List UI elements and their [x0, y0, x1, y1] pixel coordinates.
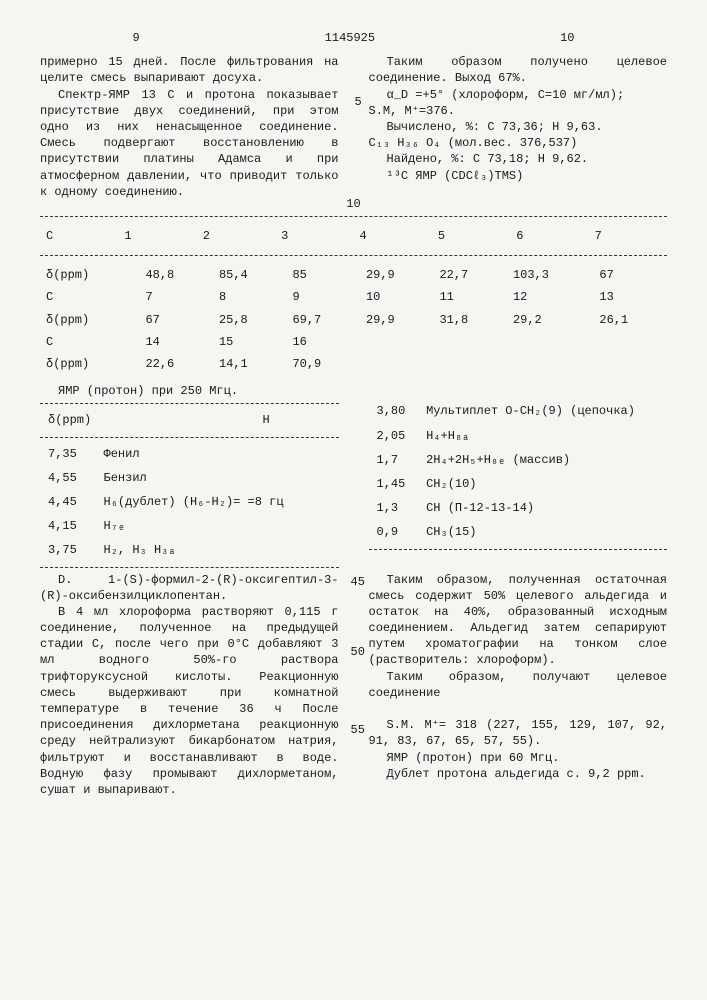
para-d5: Дублет протона альдегида с. 9,2 ppm. [369, 766, 668, 782]
margin-num-50: 50 [351, 644, 365, 660]
bottom-text-block: D. 1-(S)-формил-2-(R)-оксигептил-3-(R)-о… [40, 572, 667, 799]
table-row: 4,15H₇ₑ [40, 514, 339, 538]
doc-number: 1145925 [325, 30, 375, 46]
para-left-2: Спектр-ЯМР 13 С и протона показывает при… [40, 87, 339, 200]
table-row: 1,45CH₂(10) [369, 472, 668, 496]
table-row: 3,80Мультиплет O-CH₂(9) (цепочка) [369, 399, 668, 423]
c13-table: C 1 2 3 4 5 6 7 [40, 225, 667, 247]
left-column: примерно 15 дней. После фильтрования на … [40, 54, 339, 200]
nmr-left-table: 7,35Фенил 4,55Бензил 4,45H₆(дублет) (H₆-… [40, 442, 339, 563]
table-row: 7,35Фенил [40, 442, 339, 466]
table-row: 1,72H₄+2H₅+H₈ₑ (массив) [369, 448, 668, 472]
table-row: 0,9CH₃(15) [369, 520, 668, 544]
page-num-left: 9 [132, 30, 139, 46]
section-d-title: D. 1-(S)-формил-2-(R)-оксигептил-3-(R)-о… [40, 572, 339, 604]
right-column: 5 Таким образом получено целевое соедине… [369, 54, 668, 200]
nmr-right-table: 3,80Мультиплет O-CH₂(9) (цепочка) 2,05H₄… [369, 399, 668, 544]
para-right-4: Вычислено, %: C 73,36; H 9,63. [369, 119, 668, 135]
divider [40, 567, 339, 568]
margin-num-45: 45 [351, 574, 365, 590]
table-row: δ(ppm) 67 25,8 69,7 29,9 31,8 29,2 26,1 [40, 309, 667, 331]
right-column: 45 50 55 Таким образом, полученная остат… [369, 572, 668, 799]
para-right-2: α_D =+5° (хлороформ, C=10 мг/мл); [369, 87, 668, 103]
para-right-1: Таким образом получено целевое соединени… [369, 54, 668, 86]
divider [40, 216, 667, 217]
nmr-block: δ(ppm) H 7,35Фенил 4,55Бензил 4,45H₆(дуб… [40, 399, 667, 571]
table-row: 4,55Бензил [40, 466, 339, 490]
c13-table: δ(ppm) 48,8 85,4 85 29,9 22,7 103,3 67 C… [40, 264, 667, 375]
divider [40, 437, 339, 438]
para-right-6: Найдено, %: C 73,18; H 9,62. [369, 151, 668, 167]
nmr-left-table: δ(ppm) H [40, 408, 339, 432]
table-row: δ(ppm) 48,8 85,4 85 29,9 22,7 103,3 67 [40, 264, 667, 286]
table-row: 1,3CH (П-12-13-14) [369, 496, 668, 520]
margin-num-55: 55 [351, 722, 365, 738]
left-column: D. 1-(S)-формил-2-(R)-оксигептил-3-(R)-о… [40, 572, 339, 799]
para-d1: В 4 мл хлороформа растворяют 0,115 г сое… [40, 604, 339, 798]
divider [40, 255, 667, 256]
para-right-5: C₁₃ H₃₆ O₄ (мол.вес. 376,537) [369, 135, 668, 151]
table-row: C 7 8 9 10 11 12 13 [40, 286, 667, 308]
table-row: δ(ppm) H [40, 408, 339, 432]
para-right-7: ¹³C ЯМР (CDCℓ₃)TMS) [369, 168, 668, 184]
table-row: 2,05H₄+H₈ₐ [369, 424, 668, 448]
page-num-right: 10 [560, 30, 574, 46]
table-row: C 14 15 16 [40, 331, 667, 353]
para-right-3: S.M, M⁺=376. [369, 103, 668, 119]
para-d3: S.M. M⁺= 318 (227, 155, 129, 107, 92, 91… [369, 717, 668, 749]
para-d4: ЯМР (протон) при 60 Мгц. [369, 750, 668, 766]
para-d2b: Таким образом, получают целевое соединен… [369, 669, 668, 701]
nmr-caption: ЯМР (протон) при 250 Мгц. [40, 383, 667, 399]
para-left-1: примерно 15 дней. После фильтрования на … [40, 54, 339, 86]
page-header: 9 1145925 10 [40, 30, 667, 46]
table-row: 3,75H₂, H₃ H₃ₐ [40, 538, 339, 562]
table-row: 4,45H₆(дублет) (H₆-H₂)= =8 гц [40, 490, 339, 514]
para-d2a: Таким образом, полученная остаточная сме… [369, 572, 668, 669]
divider [40, 403, 339, 404]
table-row: C 1 2 3 4 5 6 7 [40, 225, 667, 247]
top-text-block: примерно 15 дней. После фильтрования на … [40, 54, 667, 200]
divider [369, 549, 668, 550]
table-row: δ(ppm) 22,6 14,1 70,9 [40, 353, 667, 375]
margin-num-5: 5 [355, 94, 362, 110]
